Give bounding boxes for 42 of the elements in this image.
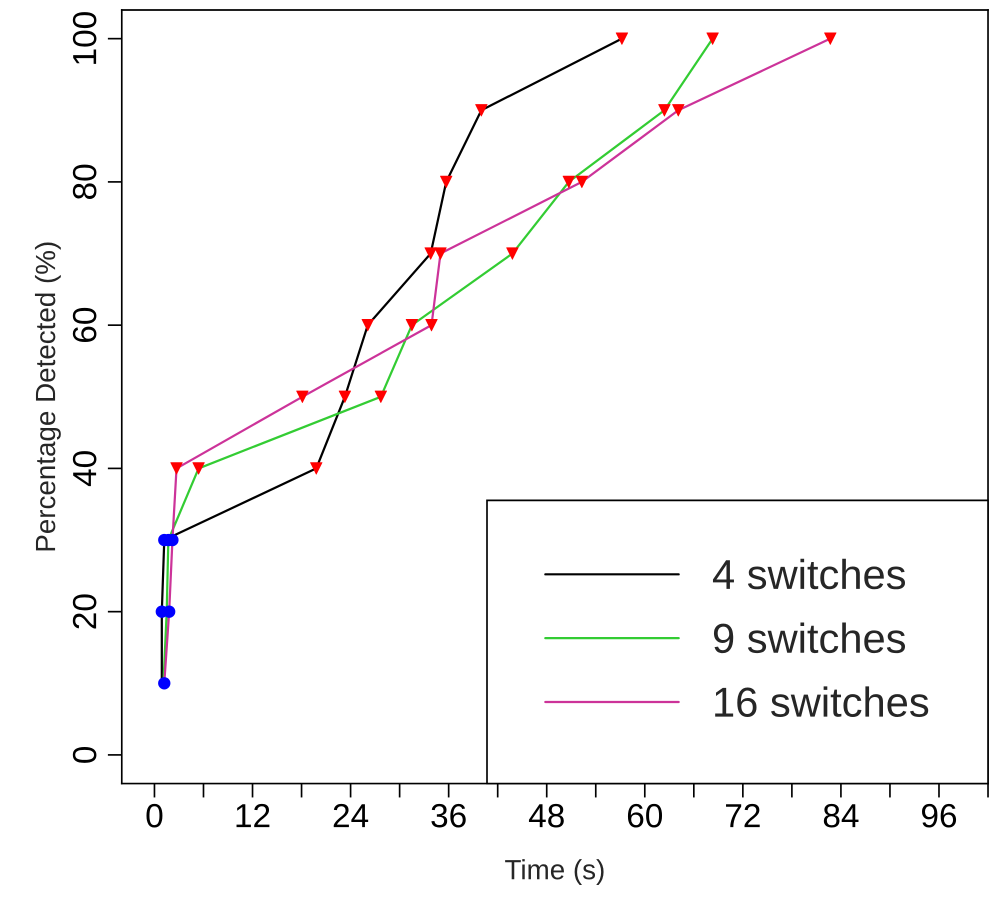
y-tick-label: 20 (72, 594, 96, 629)
point (424, 247, 437, 260)
point (562, 176, 575, 188)
legend-label: 4 switches (712, 558, 906, 590)
point (576, 176, 588, 188)
point (672, 104, 684, 116)
x-tick-label: 96 (922, 804, 956, 828)
point (362, 318, 374, 332)
point (434, 247, 447, 260)
y-tick-label: 80 (72, 164, 96, 199)
x-tick-label: 0 (146, 804, 162, 828)
point (158, 677, 170, 690)
x-axis-title: Time (s) (505, 859, 604, 885)
point (475, 104, 488, 116)
point (824, 32, 836, 45)
point (425, 318, 438, 332)
x-tick-label: 24 (334, 804, 368, 828)
x-tick-label: 60 (628, 804, 662, 828)
y-tick-label: 100 (72, 12, 96, 64)
point (338, 390, 352, 403)
point (440, 176, 452, 188)
point (658, 104, 671, 116)
point (706, 32, 719, 45)
x-tick-label: 36 (431, 804, 466, 828)
legend-label: 16 switches (715, 686, 928, 717)
point (616, 32, 628, 45)
x-tick-label: 84 (824, 804, 858, 828)
x-tick-label: 12 (236, 804, 270, 828)
point (374, 390, 387, 403)
y-axis-title: Percentage Detected (%) (34, 242, 61, 550)
x-tick-label: 72 (726, 804, 760, 828)
x-tick-label: 48 (528, 804, 564, 828)
point (170, 462, 183, 475)
point (296, 390, 309, 403)
y-tick-label: 40 (72, 451, 96, 486)
legend-label: 9 switches (714, 622, 906, 654)
point (406, 318, 418, 332)
point (310, 462, 322, 475)
point (506, 247, 519, 260)
y-tick-label: 60 (72, 308, 96, 342)
y-tick-label: 0 (72, 746, 96, 763)
point (192, 462, 205, 475)
